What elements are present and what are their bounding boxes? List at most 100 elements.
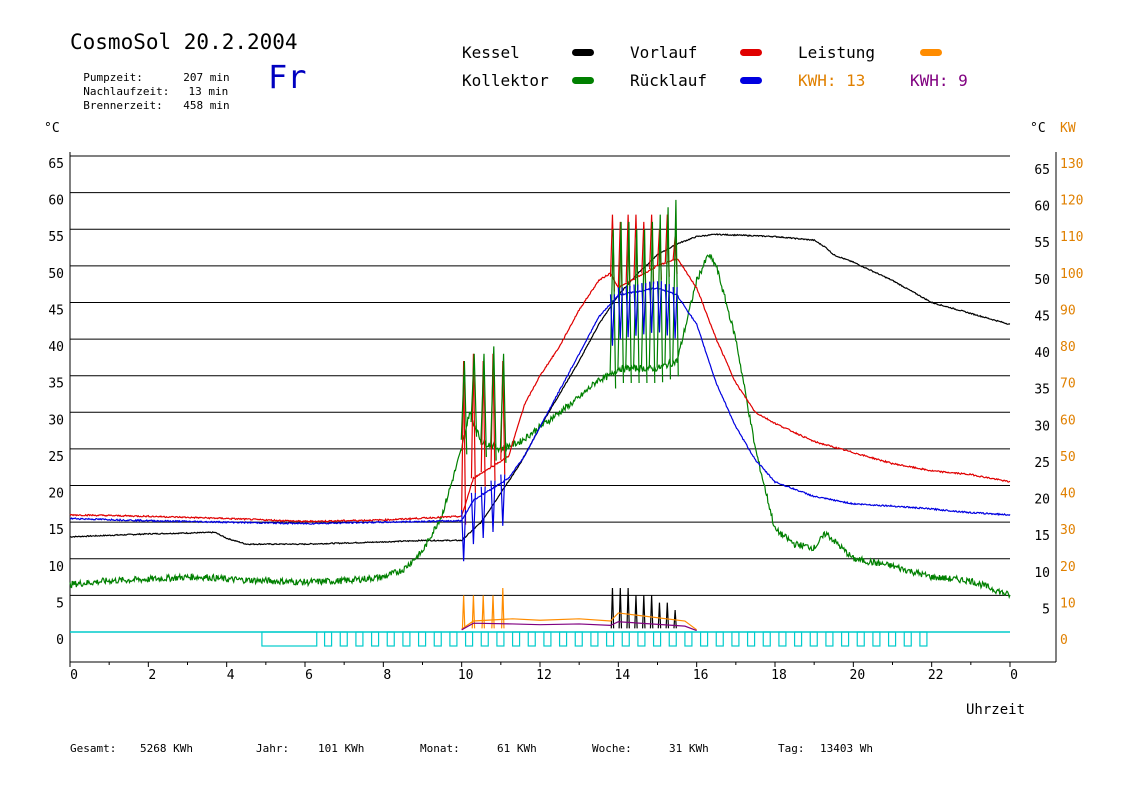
y-tick-label-right-c: 35 xyxy=(1034,383,1050,398)
legend-kessel-label: Kessel xyxy=(462,43,520,62)
x-axis-label: Uhrzeit xyxy=(966,702,1026,718)
y-tick-label-left: 30 xyxy=(48,413,64,428)
y-tick-label-right-kw: 0 xyxy=(1060,633,1068,648)
pump-pulse xyxy=(558,631,568,647)
pump-pulse xyxy=(809,631,818,647)
footer-monat-value: 61 KWh xyxy=(497,742,537,755)
y-tick-label-right-kw: 90 xyxy=(1060,303,1076,318)
y-tick-label-left: 60 xyxy=(48,194,64,209)
pump-pulse xyxy=(323,631,333,647)
stat-nachlaufzeit: Nachlaufzeit: 13 min xyxy=(70,72,228,98)
pump-block xyxy=(261,631,318,647)
legend-kessel-swatch xyxy=(572,49,594,56)
ruecklauf-spike xyxy=(490,480,496,532)
ruecklauf-spike xyxy=(649,281,655,333)
y-tick-label-right-kw: 110 xyxy=(1060,230,1083,245)
pump-pulse xyxy=(903,631,912,647)
y-tick-label-left: 0 xyxy=(56,633,64,648)
legend-ruecklauf-label: Rücklauf xyxy=(630,71,708,90)
pump-pulse xyxy=(887,631,897,647)
x-tick-label: 20 xyxy=(850,668,866,683)
pump-pulse xyxy=(402,631,411,647)
pump-pulse xyxy=(840,631,850,647)
pump-pulse xyxy=(856,631,865,647)
legend-leistung-swatch xyxy=(920,49,942,56)
series-line-rcklauf xyxy=(69,287,1011,525)
left-axis-unit: °C xyxy=(44,121,60,136)
y-tick-label-right-kw: 50 xyxy=(1060,450,1076,465)
pump-pulse xyxy=(590,631,599,647)
y-tick-label-right-kw: 20 xyxy=(1060,560,1076,575)
pump-pulse xyxy=(621,631,630,647)
y-tick-label-left: 35 xyxy=(48,377,64,392)
y-tick-label-right-kw: 80 xyxy=(1060,340,1076,355)
leistung-spike xyxy=(642,595,646,629)
pump-pulse xyxy=(543,631,552,647)
x-tick-label: 0 xyxy=(1010,668,1018,683)
vorlauf-spike xyxy=(461,361,467,525)
series-line-kessel xyxy=(69,233,1011,546)
leistung-spike xyxy=(461,595,466,629)
y-tick-label-left: 50 xyxy=(48,267,64,282)
leistung-line xyxy=(461,612,698,631)
y-tick-label-right-kw: 100 xyxy=(1060,267,1083,282)
footer-monat-label: Monat: xyxy=(420,742,460,755)
stat-pumpzeit: Pumpzeit: 207 min xyxy=(70,58,230,84)
leistung-spike xyxy=(471,595,476,629)
right-axis-unit-kw: KW xyxy=(1060,121,1076,136)
ruecklauf-spike xyxy=(656,281,663,333)
kollektor-spike xyxy=(648,221,656,384)
pump-pulse xyxy=(715,631,724,647)
pump-pulse xyxy=(433,631,442,647)
y-tick-label-right-c: 65 xyxy=(1034,163,1050,178)
stat-label: Brennerzeit: xyxy=(83,99,163,112)
pump-pulse xyxy=(386,631,395,647)
kollektor-spike xyxy=(480,353,487,457)
ruecklauf-spike xyxy=(633,284,639,336)
y-tick-label-right-c: 40 xyxy=(1034,346,1050,361)
kollektor-spike xyxy=(625,221,632,384)
leistung-spike xyxy=(491,595,495,629)
x-tick-label: 8 xyxy=(383,668,391,683)
kollektor-spike xyxy=(633,229,640,384)
y-tick-label-right-kw: 40 xyxy=(1060,487,1076,502)
legend-kollektor-label: Kollektor xyxy=(462,71,549,90)
footer-woche-value: 31 KWh xyxy=(669,742,709,755)
pump-pulse xyxy=(778,631,787,647)
y-tick-label-right-c: 30 xyxy=(1034,419,1050,434)
x-tick-label: 14 xyxy=(615,668,631,683)
pump-pulse xyxy=(652,631,662,647)
y-tick-label-right-kw: 120 xyxy=(1060,194,1083,209)
kollektor-spike xyxy=(499,353,507,463)
series-line-vorlauf xyxy=(69,257,1011,523)
footer-woche-label: Woche: xyxy=(592,742,632,755)
kollektor-spike xyxy=(460,361,468,455)
y-tick-label-right-c: 45 xyxy=(1034,309,1050,324)
kollektor-spike xyxy=(640,229,648,384)
leistung-spike xyxy=(610,588,615,629)
y-tick-label-right-c: 15 xyxy=(1034,529,1050,544)
x-tick-label: 22 xyxy=(928,668,944,683)
pump-pulse xyxy=(339,631,348,647)
stat-value: 13 min xyxy=(188,85,229,98)
leistung-spike xyxy=(501,588,505,629)
legend-vorlauf-swatch xyxy=(740,49,762,56)
leistung-spike xyxy=(665,602,670,629)
stat-value: 458 min xyxy=(183,99,230,112)
pump-pulse xyxy=(746,631,756,647)
ruecklauf-spike xyxy=(641,283,647,335)
ruecklauf-spike xyxy=(470,492,476,545)
stat-brennerzeit: Brennerzeit: 458 min xyxy=(70,86,230,112)
pump-pulse xyxy=(684,631,693,647)
y-tick-label-right-kw: 10 xyxy=(1060,596,1076,611)
stat-value: 207 min xyxy=(183,71,230,84)
kollektor-spike xyxy=(656,214,664,383)
pump-pulse xyxy=(699,631,709,647)
pump-pulse xyxy=(355,631,364,647)
pump-pulse xyxy=(793,631,803,647)
y-tick-label-left: 20 xyxy=(48,487,64,502)
right-axis-unit-c: °C xyxy=(1030,121,1046,136)
y-tick-label-left: 55 xyxy=(48,230,64,245)
leistung-spike xyxy=(618,588,623,629)
